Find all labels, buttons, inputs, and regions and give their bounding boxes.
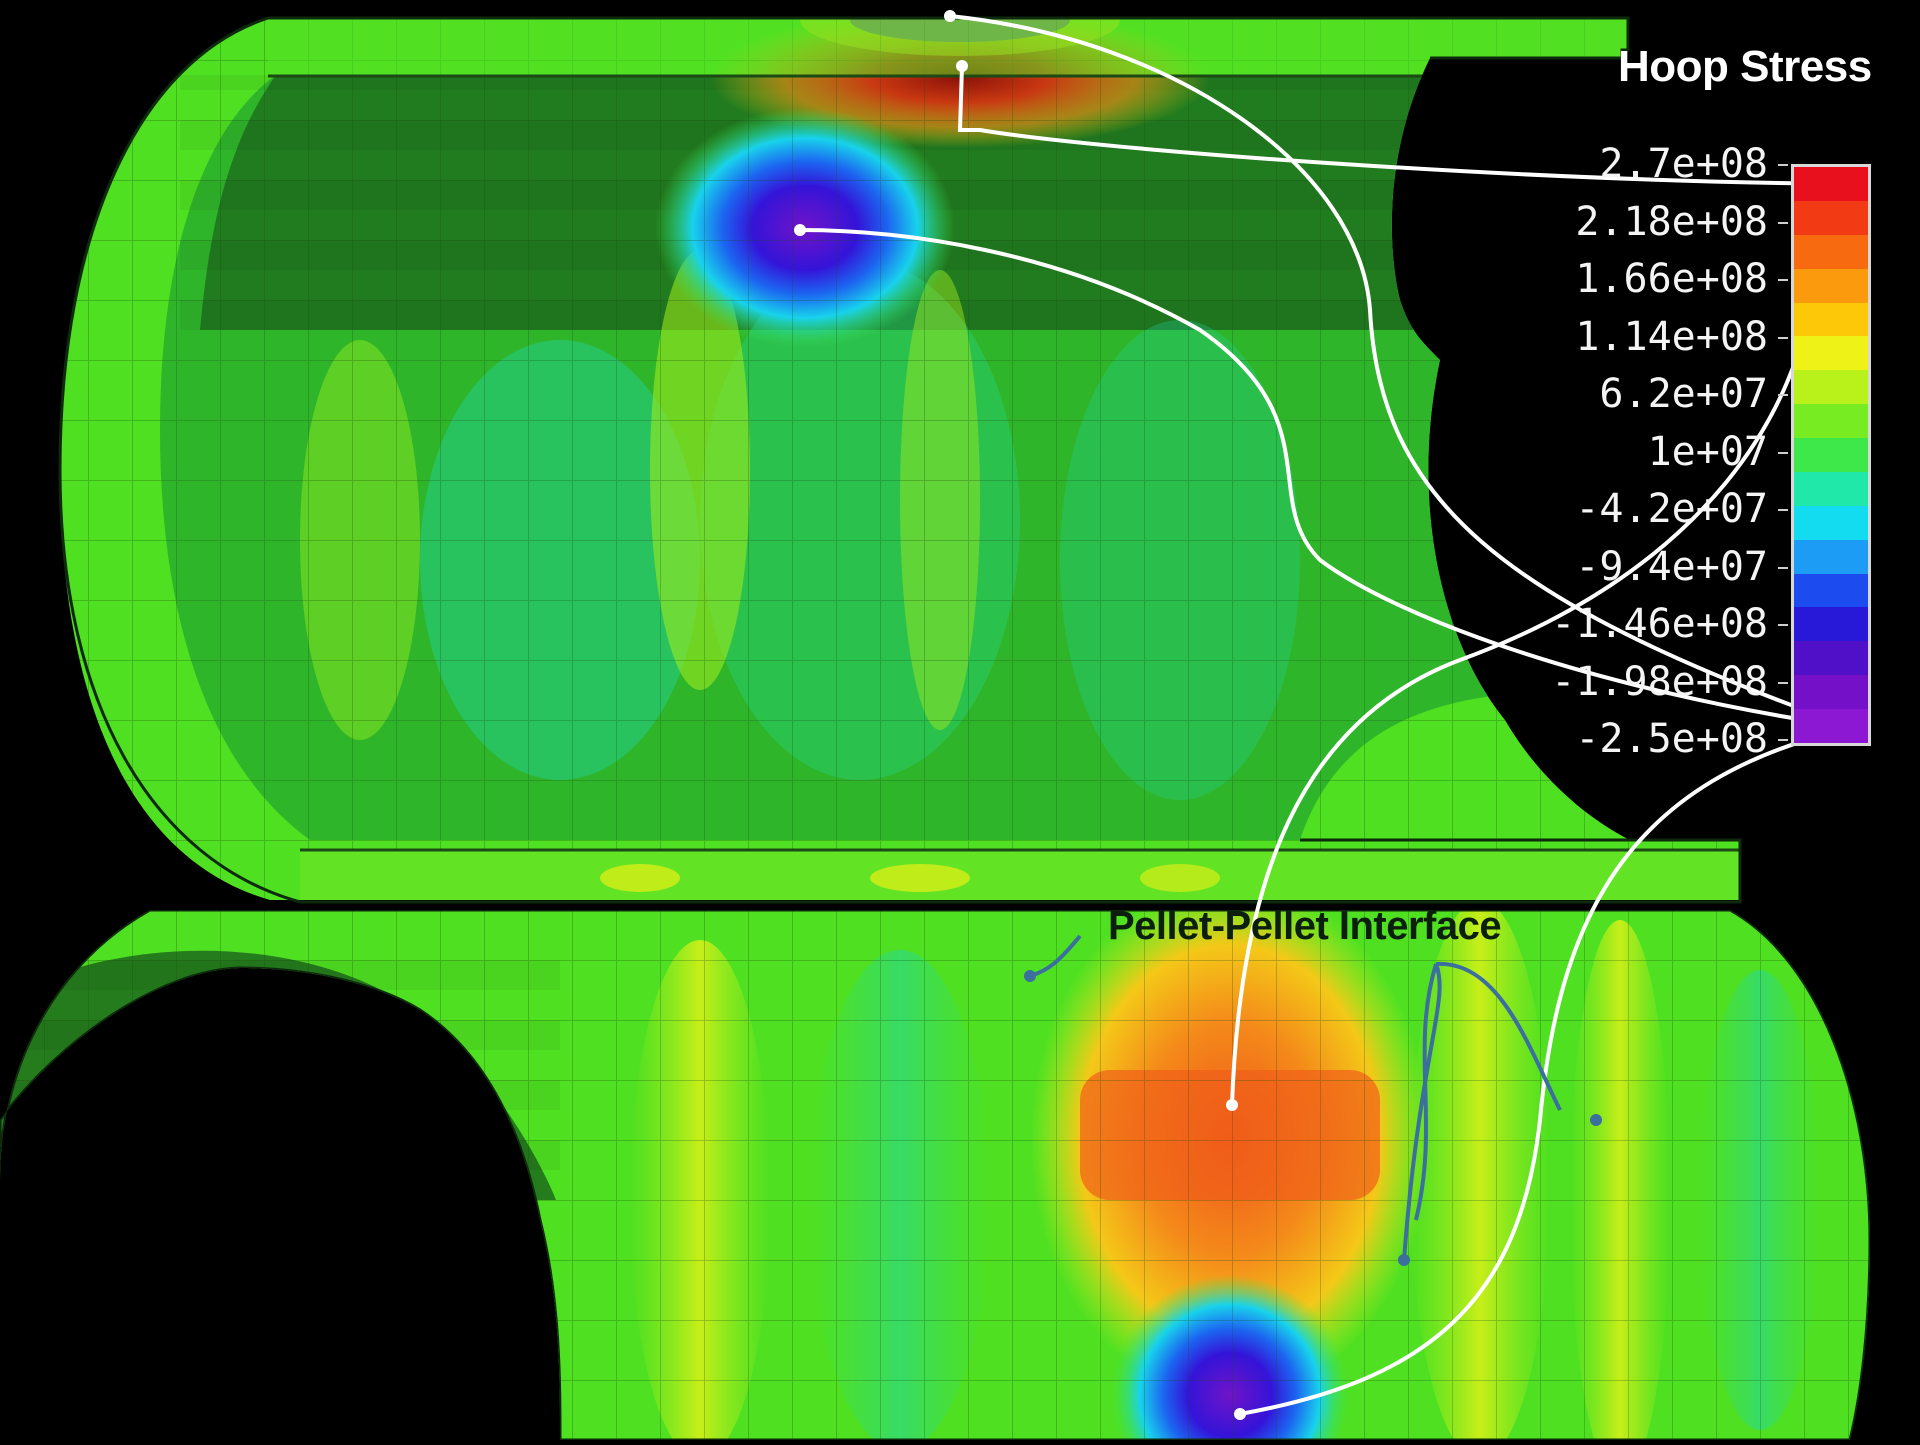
color-scale-segment — [1794, 268, 1868, 303]
color-scale-tick-mark — [1778, 221, 1788, 224]
color-scale-segment — [1794, 370, 1868, 405]
interface-arrow-head — [1024, 970, 1036, 982]
color-scale-tick-label: 1.14e+08 — [1575, 313, 1768, 360]
upper-mesh-overlay — [60, 18, 1740, 900]
color-scale-segment — [1794, 302, 1868, 337]
color-scale-tick-mark — [1778, 566, 1788, 569]
lower-mesh-overlay — [0, 910, 1870, 1440]
stress-callout-arrow — [1230, 199, 1821, 1106]
upper-shell-outline — [58, 16, 1742, 904]
interface-arrow-head — [1398, 1254, 1410, 1266]
interface-pointer-arrow — [1435, 961, 1562, 1111]
color-scale-tick-label: 1.66e+08 — [1575, 256, 1768, 302]
arrow-head — [956, 60, 968, 72]
color-scale-segment — [1794, 438, 1868, 472]
color-scale-tick-mark — [1778, 624, 1788, 626]
color-scale-tick-label: 2.18e+08 — [1575, 198, 1768, 245]
arrow-head — [944, 10, 956, 22]
color-scale-segment — [1794, 404, 1868, 438]
color-scale-tick-label: -9.4e+07 — [1575, 543, 1768, 590]
stress-callout-arrow — [1239, 728, 1843, 1416]
flange-warm-spot — [600, 864, 680, 892]
color-scale-segment — [1794, 336, 1868, 371]
color-scale-segment — [1794, 234, 1868, 269]
arrow-head — [1234, 1408, 1246, 1420]
color-scale-segment — [1794, 607, 1868, 642]
pellet-interface-label: Pellet-Pellet Interface — [1108, 904, 1502, 948]
color-scale-tick-label: -4.2e+07 — [1575, 486, 1768, 532]
interface-arrow-head — [1590, 1114, 1602, 1126]
color-scale-segment — [1794, 167, 1868, 201]
flange-warm-spot — [870, 864, 970, 892]
legend-title: Hoop Stress — [1618, 42, 1872, 91]
color-scale-tick-mark — [1778, 336, 1788, 339]
arrow-head — [794, 224, 806, 236]
color-scale-segment — [1794, 641, 1868, 676]
upper-cladding-shell — [60, 18, 1740, 900]
color-scale-segment — [1794, 675, 1868, 709]
color-scale-tick-mark — [1778, 739, 1788, 741]
lower-cladding-shell — [0, 910, 1870, 1440]
color-scale-tick-label: 1e+07 — [1647, 428, 1768, 475]
flange-warm-spot — [1140, 864, 1220, 892]
stress-callout-arrow — [949, 14, 1843, 726]
color-scale-tick-mark — [1778, 451, 1788, 454]
arrow-head — [1226, 1099, 1238, 1111]
color-scale-tick-mark — [1778, 279, 1788, 281]
stress-callout-arrow — [799, 228, 1843, 728]
color-scale-segment — [1794, 573, 1868, 608]
color-scale-tick-label: -1.98e+08 — [1551, 658, 1768, 705]
color-scale-segment — [1794, 505, 1868, 540]
upper-rim-strip — [268, 18, 1628, 76]
stress-callout-arrow — [957, 65, 1841, 186]
color-scale-segment — [1794, 539, 1868, 574]
color-scale-tick-label: 6.2e+07 — [1599, 371, 1768, 417]
color-scale-tick-label: 2.7e+08 — [1599, 141, 1768, 187]
color-scale-tick-label: -1.46e+08 — [1551, 601, 1768, 647]
interface-pointer-arrow — [1402, 963, 1442, 1261]
color-scale-segment — [1794, 200, 1868, 235]
color-scale-tick-mark — [1778, 164, 1788, 166]
color-scale-tick-mark — [1778, 509, 1788, 511]
lower-shell-outline — [0, 910, 1870, 1440]
color-scale-tick-label: -2.5e+08 — [1575, 716, 1768, 762]
upper-bottom-flange — [300, 850, 1740, 900]
color-scale-bar — [1791, 164, 1871, 746]
color-scale-tick-mark — [1778, 681, 1788, 684]
color-scale-segment — [1794, 709, 1868, 743]
color-scale-segment — [1794, 471, 1868, 506]
color-scale-tick-mark — [1778, 394, 1788, 396]
